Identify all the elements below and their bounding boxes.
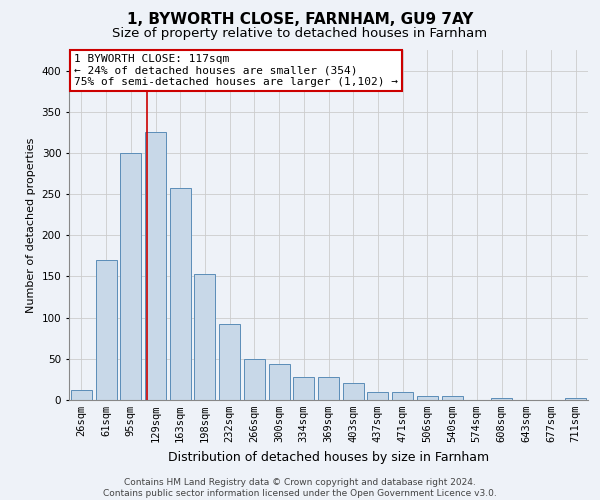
- Bar: [318, 377, 339, 400]
- Bar: [442, 396, 463, 400]
- Bar: [145, 132, 166, 400]
- Text: 1, BYWORTH CLOSE, FARNHAM, GU9 7AY: 1, BYWORTH CLOSE, FARNHAM, GU9 7AY: [127, 12, 473, 28]
- Bar: [269, 364, 290, 400]
- Bar: [244, 359, 265, 400]
- Bar: [343, 382, 364, 400]
- Bar: [95, 260, 116, 400]
- Bar: [491, 398, 512, 400]
- Bar: [120, 153, 141, 400]
- Bar: [170, 188, 191, 400]
- X-axis label: Distribution of detached houses by size in Farnham: Distribution of detached houses by size …: [168, 450, 489, 464]
- Bar: [392, 392, 413, 400]
- Bar: [293, 377, 314, 400]
- Bar: [367, 392, 388, 400]
- Text: Contains HM Land Registry data © Crown copyright and database right 2024.
Contai: Contains HM Land Registry data © Crown c…: [103, 478, 497, 498]
- Bar: [71, 390, 92, 400]
- Text: 1 BYWORTH CLOSE: 117sqm
← 24% of detached houses are smaller (354)
75% of semi-d: 1 BYWORTH CLOSE: 117sqm ← 24% of detache…: [74, 54, 398, 86]
- Text: Size of property relative to detached houses in Farnham: Size of property relative to detached ho…: [112, 28, 488, 40]
- Bar: [417, 396, 438, 400]
- Bar: [219, 324, 240, 400]
- Y-axis label: Number of detached properties: Number of detached properties: [26, 138, 36, 312]
- Bar: [194, 274, 215, 400]
- Bar: [565, 398, 586, 400]
